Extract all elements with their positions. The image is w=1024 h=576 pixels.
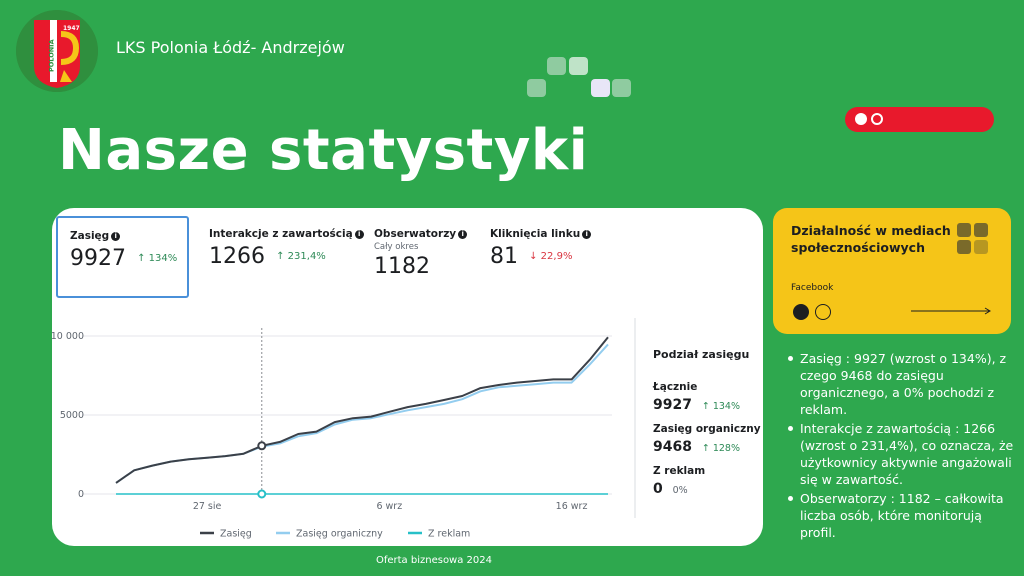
breakdown-label: Zasięg organiczny xyxy=(653,423,761,435)
deco-square xyxy=(612,79,631,97)
breakdown-label: Łącznie xyxy=(653,381,698,393)
breakdown-value-row: 9468 ↑ 128% xyxy=(653,439,761,455)
breakdown-value: 9927 xyxy=(653,397,692,413)
metric-value: 1266 xyxy=(209,244,265,269)
x-tick-label: 6 wrz xyxy=(376,501,402,512)
y-tick-label: 5000 xyxy=(60,410,84,421)
breakdown-value-row: 9927 ↑ 134% xyxy=(653,397,761,413)
breakdown-change: 0% xyxy=(672,485,688,496)
arrow-down-icon: ↓ xyxy=(529,251,538,262)
metric-change: ↑ 231,4% xyxy=(276,251,326,262)
metric-label: Obserwatorzy xyxy=(374,228,457,240)
info-icon: i xyxy=(354,230,364,239)
metric-link-clicks[interactable]: Kliknięcia linku i 81 ↓ 22,9% xyxy=(478,216,598,298)
deco-square xyxy=(547,57,566,75)
pill-dot xyxy=(855,113,867,125)
info-icon: i xyxy=(111,232,121,241)
metric-value: 9927 xyxy=(70,246,126,271)
arrow-up-icon: ↑ xyxy=(701,401,710,412)
page-title: Nasze statystyki xyxy=(58,118,589,183)
svg-text:POLONIA: POLONIA xyxy=(48,39,56,72)
list-item: Zasięg : 9927 (wzrost o 134%), z czego 9… xyxy=(786,350,1016,418)
breakdown-change: ↑ 134% xyxy=(701,401,741,412)
club-logo: POLONIA 1947 xyxy=(16,10,98,92)
pill-dot-outline xyxy=(871,113,883,125)
breakdown-label: Z reklam xyxy=(653,465,706,477)
x-tick-label: 27 sie xyxy=(193,501,222,512)
metric-followers[interactable]: Obserwatorzy i Cały okres 1182 xyxy=(362,216,472,298)
metric-interactions[interactable]: Interakcje z zawartością i 1266 ↑ 231,4% xyxy=(197,216,364,298)
metric-value: 1182 xyxy=(374,254,430,279)
org-name: LKS Polonia Łódź- Andrzejów xyxy=(116,38,345,57)
filled-dot-icon xyxy=(793,304,809,320)
metric-label: Interakcje z zawartością xyxy=(209,228,353,240)
decorative-pill xyxy=(845,107,994,132)
breakdown-value-row: 0 0% xyxy=(653,481,761,497)
y-tick-label: 10 000 xyxy=(52,331,84,342)
metric-sub: Cały okres xyxy=(374,242,419,252)
breakdown-value: 9468 xyxy=(653,439,692,455)
deco-square xyxy=(974,240,988,254)
outline-dot-icon xyxy=(815,304,831,320)
reach-breakdown: Podział zasięgu Łącznie 9927 ↑ 134% Zasi… xyxy=(653,348,761,497)
decorative-squares xyxy=(527,57,637,102)
legend-label: Z reklam xyxy=(428,529,470,540)
y-tick-label: 0 xyxy=(78,489,84,500)
stats-bullet-list: Zasięg : 9927 (wzrost o 134%), z czego 9… xyxy=(786,350,1016,543)
stats-card: Zasięg i 9927 ↑ 134% Interakcje z zawarto… xyxy=(52,208,763,546)
list-item: Obserwatorzy : 1182 – całkowita liczba o… xyxy=(786,490,1016,541)
svg-text:1947: 1947 xyxy=(63,25,80,32)
list-item: Interakcje z zawartością : 1266 (wzrost … xyxy=(786,420,1016,488)
arrow-up-icon: ↑ xyxy=(701,443,710,454)
info-icon: i xyxy=(582,230,592,239)
series-line-1 xyxy=(115,343,609,484)
breakdown-value: 0 xyxy=(653,481,663,497)
series-line-0 xyxy=(115,336,609,484)
footer-text: Oferta biznesowa 2024 xyxy=(375,555,492,566)
hover-point-reach xyxy=(257,441,267,451)
metric-change: ↑ 134% xyxy=(137,253,178,264)
arrow-right-icon xyxy=(911,307,991,315)
arrow-up-icon: ↑ xyxy=(137,253,146,264)
deco-square xyxy=(957,240,971,254)
metric-reach[interactable]: Zasięg i 9927 ↑ 134% xyxy=(56,216,189,298)
club-crest-icon: POLONIA 1947 xyxy=(16,10,98,92)
deco-square xyxy=(527,79,546,97)
side-card-subtitle: Facebook xyxy=(791,283,834,293)
side-card-title: Działalność w mediach społecznościowych xyxy=(791,223,951,255)
deco-square xyxy=(569,57,588,75)
social-media-card: Działalność w mediach społecznościowych … xyxy=(773,208,1011,334)
breakdown-change: ↑ 128% xyxy=(701,443,741,454)
deco-square xyxy=(974,223,988,237)
x-tick-label: 16 wrz xyxy=(556,501,588,512)
legend-label: Zasięg xyxy=(220,529,252,540)
reach-line-chart: 0 5000 10 000 27 sie 6 wrz 16 wrz Zasięg Zasięg… xyxy=(52,318,636,540)
hover-point-ads xyxy=(257,489,267,499)
deco-square xyxy=(957,223,971,237)
legend-label: Zasięg organiczny xyxy=(296,529,383,540)
metric-label: Zasięg xyxy=(70,230,110,242)
breakdown-title: Podział zasięgu xyxy=(653,348,750,361)
metric-label: Kliknięcia linku xyxy=(490,228,581,240)
deco-square xyxy=(591,79,610,97)
arrow-up-icon: ↑ xyxy=(276,251,285,262)
metric-change: ↓ 22,9% xyxy=(529,251,573,262)
metric-value: 81 xyxy=(490,244,518,269)
info-icon: i xyxy=(458,230,468,239)
